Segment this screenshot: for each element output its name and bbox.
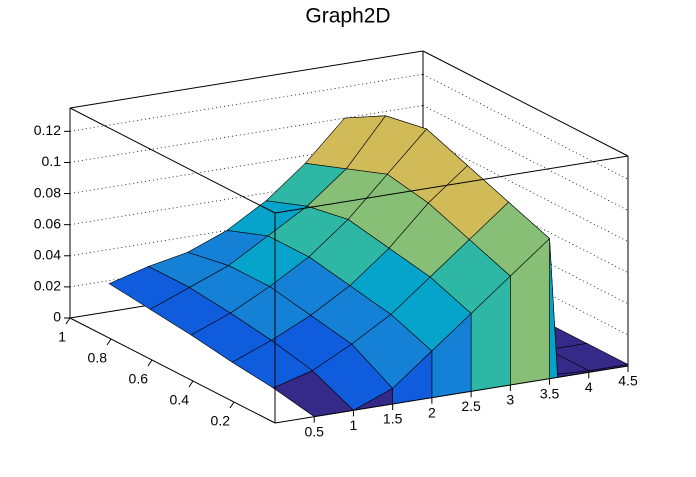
box-edge [69,50,424,109]
y-tick-label: 0.6 [129,371,149,387]
box-edge [274,155,629,214]
x-tick-label: 1.5 [383,411,403,427]
x-tick-label: 2 [428,404,436,420]
y-tick-label: 0.2 [211,413,231,429]
z-tick-label: 0.04 [34,246,61,262]
z-tick-label: 0 [53,309,61,325]
y-tick [106,338,112,346]
y-tick [188,380,194,388]
y-tick [147,359,153,367]
z-tick-label: 0.02 [34,278,61,294]
x-tick-label: 1 [350,417,358,433]
z-tick-label: 0.08 [34,184,61,200]
y-tick-label: 0.4 [170,392,190,408]
x-tick-label: 4 [585,379,593,395]
box-edge [69,107,276,214]
z-tick-label: 0.1 [42,153,62,169]
y-tick [65,317,71,325]
x-tick-label: 0.5 [304,423,324,439]
y-tick-label: 0.8 [88,350,108,366]
chart-title: Graph2D [305,5,390,28]
box-edge [422,50,629,157]
z-tick-label: 0.12 [34,122,61,138]
x-tick-label: 3.5 [540,385,560,401]
x-axis [274,365,629,424]
y-axis [69,317,276,424]
y-tick [229,401,235,409]
y-tick-label: 1 [58,329,66,345]
z-tick-label: 0.06 [34,215,61,231]
x-tick-label: 4.5 [618,373,638,389]
x-tick-label: 3 [506,392,514,408]
x-tick-label: 2.5 [461,398,481,414]
